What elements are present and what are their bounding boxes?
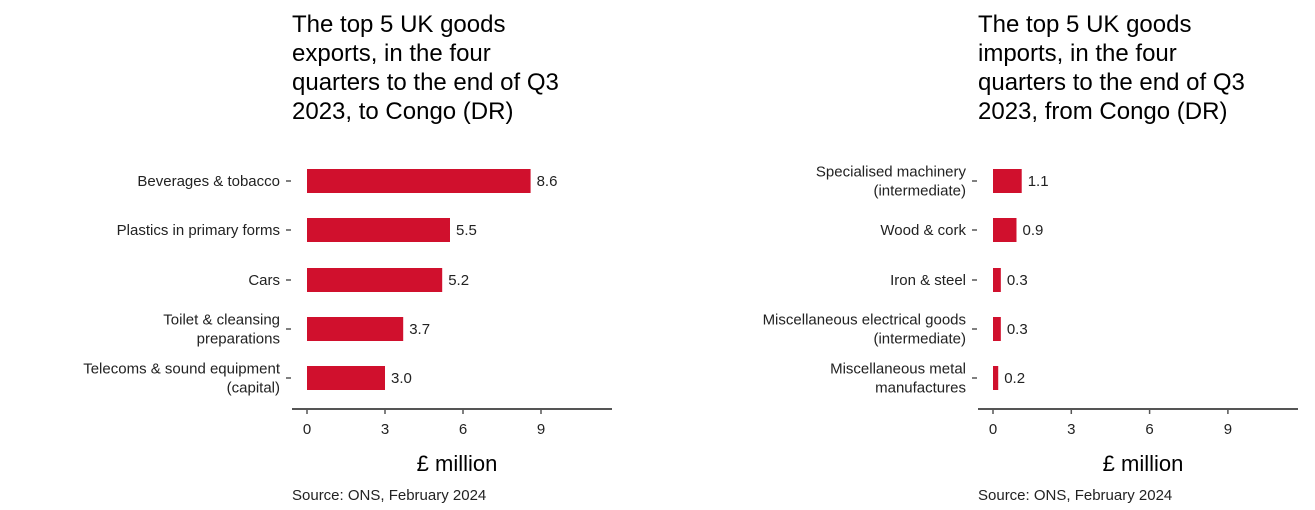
exports-category-label: Telecoms & sound equipment (capital) xyxy=(83,361,281,397)
imports-category-label: Miscellaneous electrical goods (intermedi… xyxy=(763,312,966,348)
exports-source-note: Source: ONS, February 2024 xyxy=(292,487,487,504)
exports-category-label: Beverages & tobacco xyxy=(137,173,280,190)
exports-bar xyxy=(307,268,443,292)
exports-value-label: 8.6 xyxy=(537,173,558,190)
exports-value-label: 5.5 xyxy=(456,222,477,239)
imports-value-label: 0.3 xyxy=(1007,272,1028,289)
exports-value-label: 3.0 xyxy=(391,370,412,387)
imports-x-tick-label: 6 xyxy=(1145,421,1153,438)
imports-x-tick-label: 9 xyxy=(1224,421,1232,438)
imports-value-label: 0.3 xyxy=(1007,321,1028,338)
exports-x-tick-label: 6 xyxy=(459,421,467,438)
exports-value-label: 3.7 xyxy=(409,321,430,338)
imports-bar xyxy=(993,366,999,390)
imports-chart-panel: The top 5 UK goods imports, in the four … xyxy=(650,0,1300,510)
imports-x-tick-label: 0 xyxy=(989,421,997,438)
imports-bar-chart: 1.1 Specialised machinery (intermediate) 0.… xyxy=(763,164,1298,476)
imports-chart-title: The top 5 UK goods imports, in the four … xyxy=(978,11,1245,125)
exports-x-tick-label: 9 xyxy=(537,421,545,438)
exports-value-label: 5.2 xyxy=(448,272,469,289)
exports-category-label: Toilet & cleansing preparations xyxy=(163,312,280,348)
imports-value-label: 0.2 xyxy=(1004,370,1025,387)
exports-bar xyxy=(307,366,385,390)
imports-category-label: Iron & steel xyxy=(890,272,966,289)
imports-x-axis-title: £ million xyxy=(1103,451,1184,476)
imports-source-note: Source: ONS, February 2024 xyxy=(978,487,1173,504)
exports-x-axis-title: £ million xyxy=(417,451,498,476)
exports-category-label: Cars xyxy=(248,272,280,289)
imports-category-label: Wood & cork xyxy=(880,222,966,239)
imports-bar xyxy=(993,169,1022,193)
exports-chart-panel: The top 5 UK goods exports, in the four … xyxy=(0,0,650,510)
exports-chart-title: The top 5 UK goods exports, in the four … xyxy=(292,11,559,125)
imports-category-label: Miscellaneous metal manufactures xyxy=(830,361,966,397)
imports-value-label: 0.9 xyxy=(1022,222,1043,239)
imports-x-tick-label: 3 xyxy=(1067,421,1075,438)
exports-x-tick-label: 3 xyxy=(381,421,389,438)
exports-x-tick-label: 0 xyxy=(303,421,311,438)
imports-category-label: Specialised machinery (intermediate) xyxy=(816,164,967,200)
imports-value-label: 1.1 xyxy=(1028,173,1049,190)
exports-category-label: Plastics in primary forms xyxy=(117,222,280,239)
imports-bar xyxy=(993,218,1017,242)
exports-bar xyxy=(307,169,531,193)
exports-bar xyxy=(307,218,450,242)
exports-bar xyxy=(307,317,404,341)
imports-bar xyxy=(993,268,1001,292)
exports-bar-chart: 8.6 Beverages & tobacco 5.5 Plastics in pri… xyxy=(83,169,612,476)
imports-bar xyxy=(993,317,1001,341)
